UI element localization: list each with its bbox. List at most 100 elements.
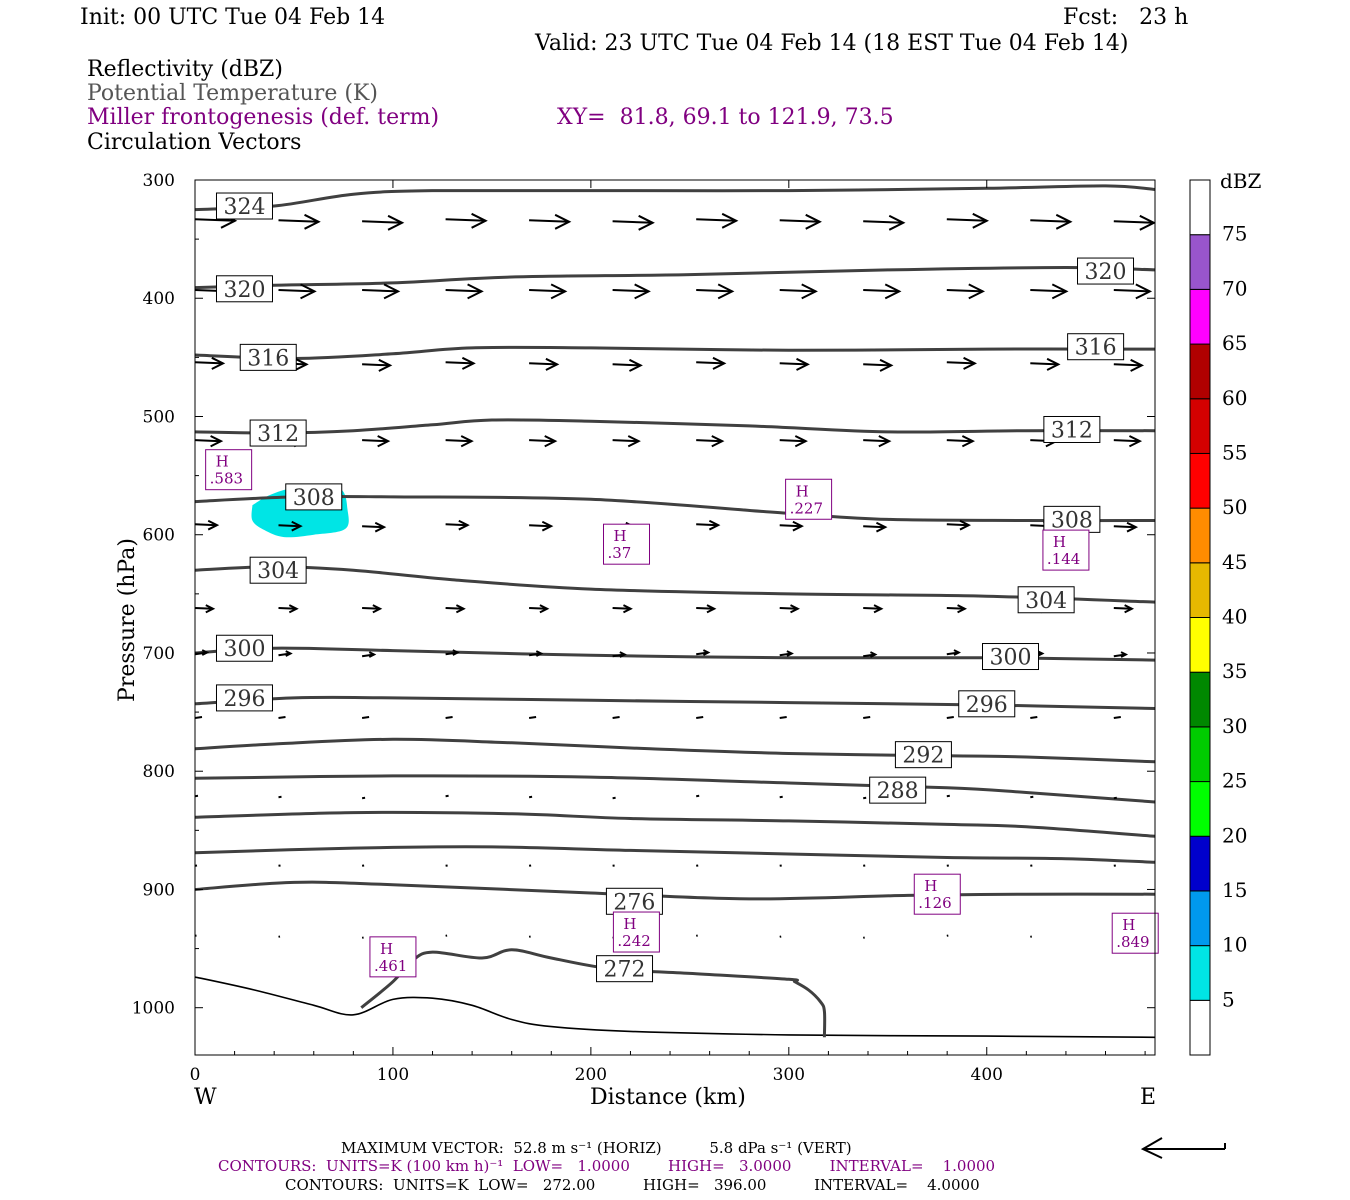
contour-label-text: 312 <box>257 422 299 447</box>
vector-arrowhead <box>792 520 804 532</box>
vector-arrow <box>946 716 954 719</box>
vector-arrowhead <box>455 604 466 614</box>
contour-label-316: 316 <box>239 343 297 371</box>
vector-arrowhead <box>452 649 460 656</box>
contour-label-320: 320 <box>1077 257 1135 285</box>
frontogenesis-max: H.583 <box>205 449 253 491</box>
circulation-vectors <box>195 212 1155 939</box>
vector-arrowhead <box>638 214 655 231</box>
vector-arrow <box>696 289 733 293</box>
field-circulation-vectors: Circulation Vectors <box>87 130 302 155</box>
vector-arrow <box>863 289 900 293</box>
vector-arrowhead <box>288 604 299 614</box>
theta-contour-280 <box>195 845 1155 864</box>
theta-contour-272 <box>360 948 827 1038</box>
vector-arrow <box>612 363 641 367</box>
vector-arrow <box>946 523 969 527</box>
vector-arrowhead <box>544 435 558 448</box>
vector-arrow <box>946 289 983 293</box>
frontogenesis-max: H.144 <box>1042 529 1090 571</box>
vector-arrow <box>779 607 798 610</box>
colorbar-level-label: 50 <box>1222 495 1247 519</box>
contour-label-text: 316 <box>247 346 289 371</box>
contour-label-304: 304 <box>1017 586 1075 614</box>
contour-label-text: 296 <box>966 693 1008 718</box>
vector-arrow <box>195 716 203 719</box>
contour-labels: 324 320 320 316 316 312 312 308 308 304 304 300 300 2… <box>215 192 1135 983</box>
y-tick-label: 1000 <box>132 999 175 1019</box>
y-tick-label: 400 <box>143 289 175 309</box>
frontogenesis-max-value: .242 <box>617 932 650 950</box>
vector-arrowhead <box>629 358 643 372</box>
vector-arrowhead <box>387 214 405 231</box>
contour-label-300: 300 <box>215 634 273 662</box>
vector-arrowhead <box>207 519 220 531</box>
vector-arrowhead <box>294 357 309 371</box>
contour-label-276: 276 <box>605 887 663 915</box>
vector-arrow <box>1113 220 1154 224</box>
vector-arrow <box>445 716 453 719</box>
vector-arrow <box>195 361 224 365</box>
frontogenesis-max-letter: H <box>614 527 627 545</box>
vector-arrowhead <box>878 435 892 448</box>
colorbar-level-label: 60 <box>1222 386 1247 410</box>
vector-arrow <box>946 607 965 610</box>
colorbar-segment-30 <box>1189 671 1211 728</box>
vector-arrowhead <box>539 604 550 614</box>
vector-arrowhead <box>460 435 474 448</box>
vector-arrowhead <box>968 283 986 300</box>
axes: 300 400 500 600 700 800 900 1000 0 100 200 300 400 <box>132 171 1155 1085</box>
vector-arrow <box>1113 289 1150 293</box>
vector-arrowhead <box>627 435 641 448</box>
vector-arrow <box>1113 363 1142 367</box>
vector-arrowhead <box>1055 213 1073 230</box>
colorbar-level-label: 65 <box>1222 331 1247 355</box>
vector-arrow <box>195 218 236 222</box>
vector-arrow <box>1113 716 1121 719</box>
vector-arrowhead <box>471 212 488 229</box>
valid-time: Valid: 23 UTC Tue 04 Feb 14 (18 EST Tue … <box>535 31 1129 56</box>
vector-arrowhead <box>706 604 717 614</box>
x-axis-west-label: W <box>194 1085 217 1110</box>
vector-arrowhead <box>634 283 651 300</box>
contour-label-324: 324 <box>215 192 273 220</box>
vector-arrowhead <box>790 604 800 614</box>
vector-arrowhead <box>304 213 321 230</box>
colorbar-unit: dBZ <box>1220 169 1262 193</box>
colorbar-segment-50 <box>1189 452 1211 509</box>
vector-arrow <box>612 289 649 293</box>
colorbar-segment-65 <box>1189 288 1211 345</box>
frontogenesis-max-value: .126 <box>918 894 951 912</box>
contour-label-text: 288 <box>877 779 919 804</box>
vector-arrowhead <box>1120 651 1129 658</box>
vector-arrowhead <box>377 435 391 448</box>
contour-label-272: 272 <box>596 955 654 983</box>
y-tick-label: 500 <box>143 407 175 427</box>
colorbar-level-label: 15 <box>1222 878 1247 902</box>
contour-label-320: 320 <box>215 275 273 303</box>
contour-label-312: 312 <box>249 419 307 447</box>
vector-arrow <box>278 289 315 293</box>
vector-arrowhead <box>953 649 962 656</box>
vector-arrow <box>195 439 222 443</box>
vector-arrow <box>863 716 871 719</box>
vector-arrow <box>779 439 806 443</box>
colorbar-level-label: 75 <box>1222 222 1247 246</box>
frontogenesis-max: H.227 <box>785 478 833 520</box>
vector-arrow <box>445 439 472 443</box>
contour-label-text: 316 <box>1075 336 1117 361</box>
vector-arrow <box>696 607 715 610</box>
contour-label-text: 320 <box>223 278 265 303</box>
vector-arrowhead <box>210 435 224 448</box>
colorbar-segment-55 <box>1189 398 1211 454</box>
vector-arrow <box>696 218 737 222</box>
vector-arrowhead <box>550 283 568 300</box>
field-miller-frontogenesis: Miller frontogenesis (def. term) <box>87 105 440 130</box>
vector-arrowhead <box>211 356 226 370</box>
x-tick-label: 100 <box>377 1065 409 1085</box>
x-tick-label: 300 <box>773 1065 805 1085</box>
vector-arrowhead <box>875 521 888 533</box>
colorbar-level-label: 45 <box>1222 550 1247 574</box>
y-tick-label: 600 <box>143 526 175 546</box>
